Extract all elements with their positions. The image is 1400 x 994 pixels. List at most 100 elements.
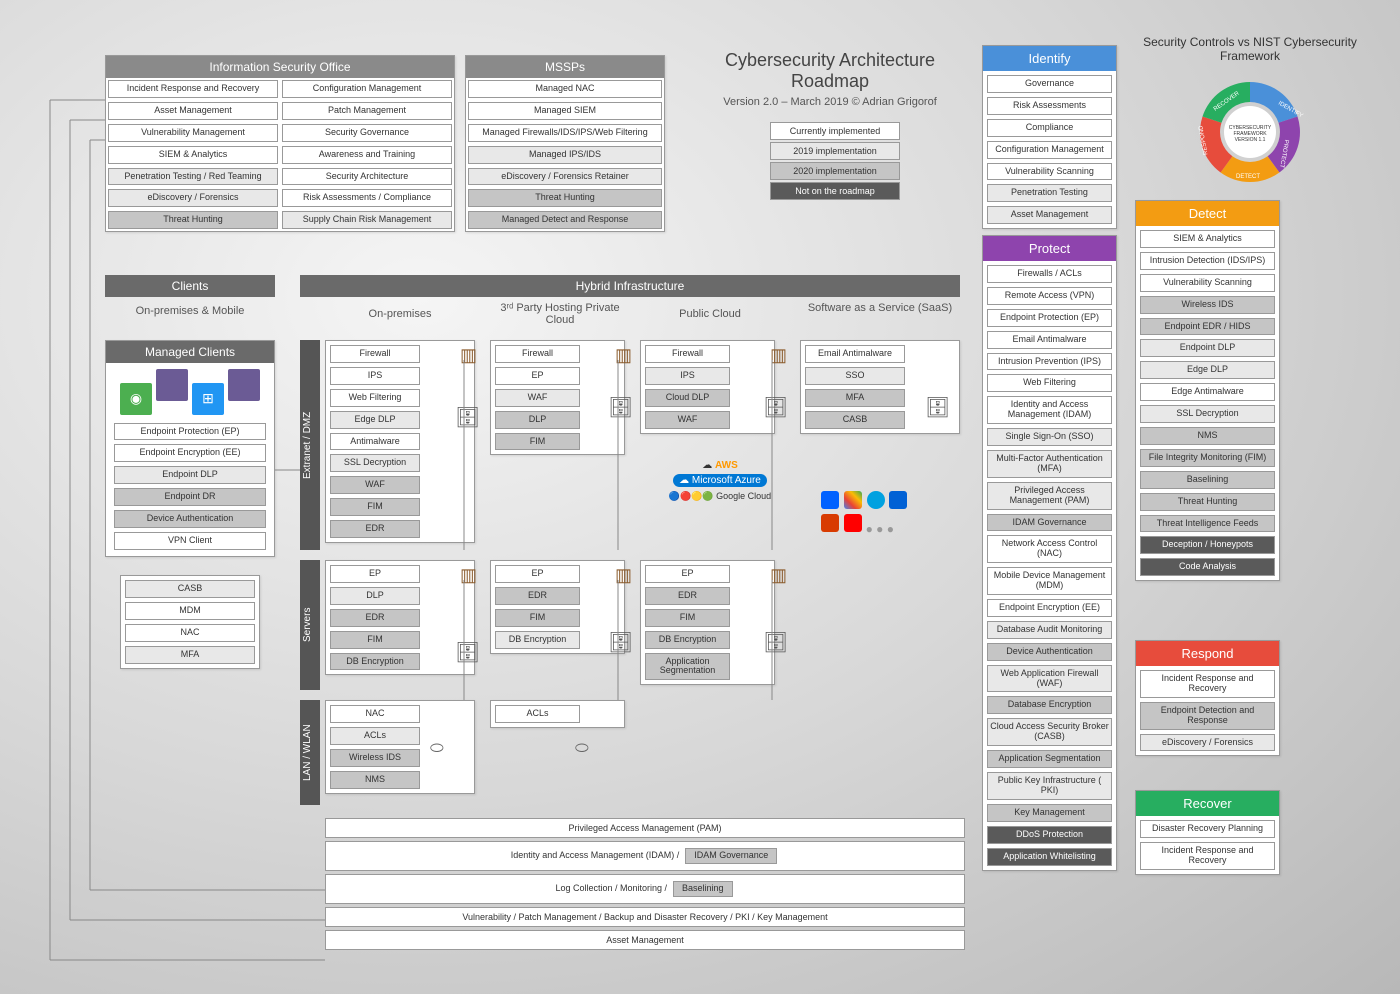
server-icon: 🗄 (455, 640, 480, 665)
control-item: FIM (495, 609, 580, 627)
version-line: Version 2.0 – March 2019 © Adrian Grigor… (700, 96, 960, 108)
control-item: SSL Decryption (1140, 405, 1275, 423)
control-item: DB Encryption (645, 631, 730, 649)
control-item: SIEM & Analytics (108, 146, 278, 164)
iso-right-col: Configuration ManagementPatch Management… (280, 78, 454, 231)
apple-icon (156, 369, 188, 401)
respond-header: Respond (1136, 641, 1279, 666)
control-item: Endpoint Protection (EP) (114, 423, 266, 441)
control-item: ACLs (495, 705, 580, 723)
control-item: EDR (645, 587, 730, 605)
control-item: Security Governance (282, 124, 452, 142)
mssp-panel: MSSPs Managed NACManaged SIEMManaged Fir… (465, 55, 665, 232)
control-item: Endpoint Protection (EP) (987, 309, 1112, 327)
control-item: SSL Decryption (330, 454, 420, 472)
control-item: eDiscovery / Forensics (1140, 734, 1275, 752)
server-icon: 🗄 (763, 630, 788, 655)
lan-onprem: NACACLsWireless IDSNMS (325, 700, 475, 794)
control-item: Incident Response and Recovery (1140, 842, 1275, 870)
control-item: MFA (805, 389, 905, 407)
saas-logos: ● ● ● (820, 490, 960, 536)
control-item: Threat Hunting (108, 211, 278, 229)
control-item: VPN Client (114, 532, 266, 550)
control-item: WAF (330, 476, 420, 494)
control-item: Managed SIEM (468, 102, 662, 120)
control-item: Compliance (987, 119, 1112, 137)
control-item: Public Key Infrastructure ( PKI) (987, 772, 1112, 800)
control-item: Intrusion Prevention (IPS) (987, 353, 1112, 371)
legend: Currently implemented 2019 implementatio… (760, 120, 910, 202)
control-item: Risk Assessments (987, 97, 1112, 115)
hbars: Privileged Access Management (PAM)Identi… (325, 815, 965, 953)
control-item: Firewall (330, 345, 420, 363)
control-item: IPS (330, 367, 420, 385)
control-item: Endpoint EDR / HIDS (1140, 318, 1275, 336)
hybrid-header: Hybrid Infrastructure (300, 275, 960, 297)
control-item: Email Antimalware (805, 345, 905, 363)
control-item: Endpoint DR (114, 488, 266, 506)
identify-header: Identify (983, 46, 1116, 71)
app-icon (844, 514, 862, 532)
control-item: Remote Access (VPN) (987, 287, 1112, 305)
server-icon: 🗄 (608, 395, 633, 420)
control-item: FIM (645, 609, 730, 627)
control-item: Edge DLP (330, 411, 420, 429)
control-item: Web Application Firewall (WAF) (987, 665, 1112, 693)
control-item: Managed Detect and Response (468, 211, 662, 229)
control-item: WAF (495, 389, 580, 407)
control-item: Privileged Access Management (PAM) (987, 482, 1112, 510)
iso-left-col: Incident Response and RecoveryAsset Mana… (106, 78, 280, 231)
control-item: EP (330, 565, 420, 583)
control-item: Firewall (645, 345, 730, 363)
control-item: Device Authentication (987, 643, 1112, 661)
control-item: Incident Response and Recovery (108, 80, 278, 98)
control-item: Endpoint Encryption (EE) (987, 599, 1112, 617)
dropbox-icon (821, 491, 839, 509)
control-item: NMS (330, 771, 420, 789)
control-item: Supply Chain Risk Management (282, 211, 452, 229)
control-item: IDAM Governance (987, 514, 1112, 532)
control-item: SIEM & Analytics (1140, 230, 1275, 248)
mac-icon (228, 369, 260, 401)
recover-header: Recover (1136, 791, 1279, 816)
control-item: Vulnerability Management (108, 124, 278, 142)
horizontal-control-bar: Identity and Access Management (IDAM) /I… (325, 841, 965, 871)
control-item: IPS (645, 367, 730, 385)
iso-panel: Information Security Office Incident Res… (105, 55, 455, 232)
clients-header: Clients (105, 275, 275, 297)
control-item: Endpoint Detection and Response (1140, 702, 1275, 730)
control-item: Intrusion Detection (IDS/IPS) (1140, 252, 1275, 270)
nist-ring: CYBERSECURITY FRAMEWORK VERSION 1.1 IDEN… (1190, 72, 1310, 195)
control-item: DDoS Protection (987, 826, 1112, 844)
control-item: Application Segmentation (645, 653, 730, 681)
control-item: eDiscovery / Forensics (108, 189, 278, 207)
legend-not: Not on the roadmap (770, 182, 900, 200)
firewall-icon: ▥ (770, 565, 787, 586)
salesforce-icon (867, 491, 885, 509)
detect-header: Detect (1136, 201, 1279, 226)
control-item: Mobile Device Management (MDM) (987, 567, 1112, 595)
col-onprem: On-premises (330, 308, 470, 320)
control-item: Email Antimalware (987, 331, 1112, 349)
office-icon (821, 514, 839, 532)
control-item: Vulnerability Scanning (1140, 274, 1275, 292)
control-item: Wireless IDS (330, 749, 420, 767)
control-item: DB Encryption (495, 631, 580, 649)
control-item: eDiscovery / Forensics Retainer (468, 168, 662, 186)
control-item: Edge Antimalware (1140, 383, 1275, 401)
control-item: Security Architecture (282, 168, 452, 186)
control-item: Identity and Access Management (IDAM) (987, 396, 1112, 424)
control-item: File Integrity Monitoring (FIM) (1140, 449, 1275, 467)
control-item: Application Whitelisting (987, 848, 1112, 866)
main-title: Cybersecurity Architecture Roadmap (700, 50, 960, 92)
server-icon: 🗄 (608, 630, 633, 655)
switch-icon: ⬭ (575, 740, 589, 758)
control-item: CASB (125, 580, 255, 598)
control-item: Database Audit Monitoring (987, 621, 1112, 639)
control-item: DLP (495, 411, 580, 429)
managed-items: Endpoint Protection (EP)Endpoint Encrypt… (106, 421, 274, 556)
col-saas: Software as a Service (SaaS) (800, 302, 960, 314)
control-item: Deception / Honeypots (1140, 536, 1275, 554)
control-item: Risk Assessments / Compliance (282, 189, 452, 207)
control-item: SSO (805, 367, 905, 385)
